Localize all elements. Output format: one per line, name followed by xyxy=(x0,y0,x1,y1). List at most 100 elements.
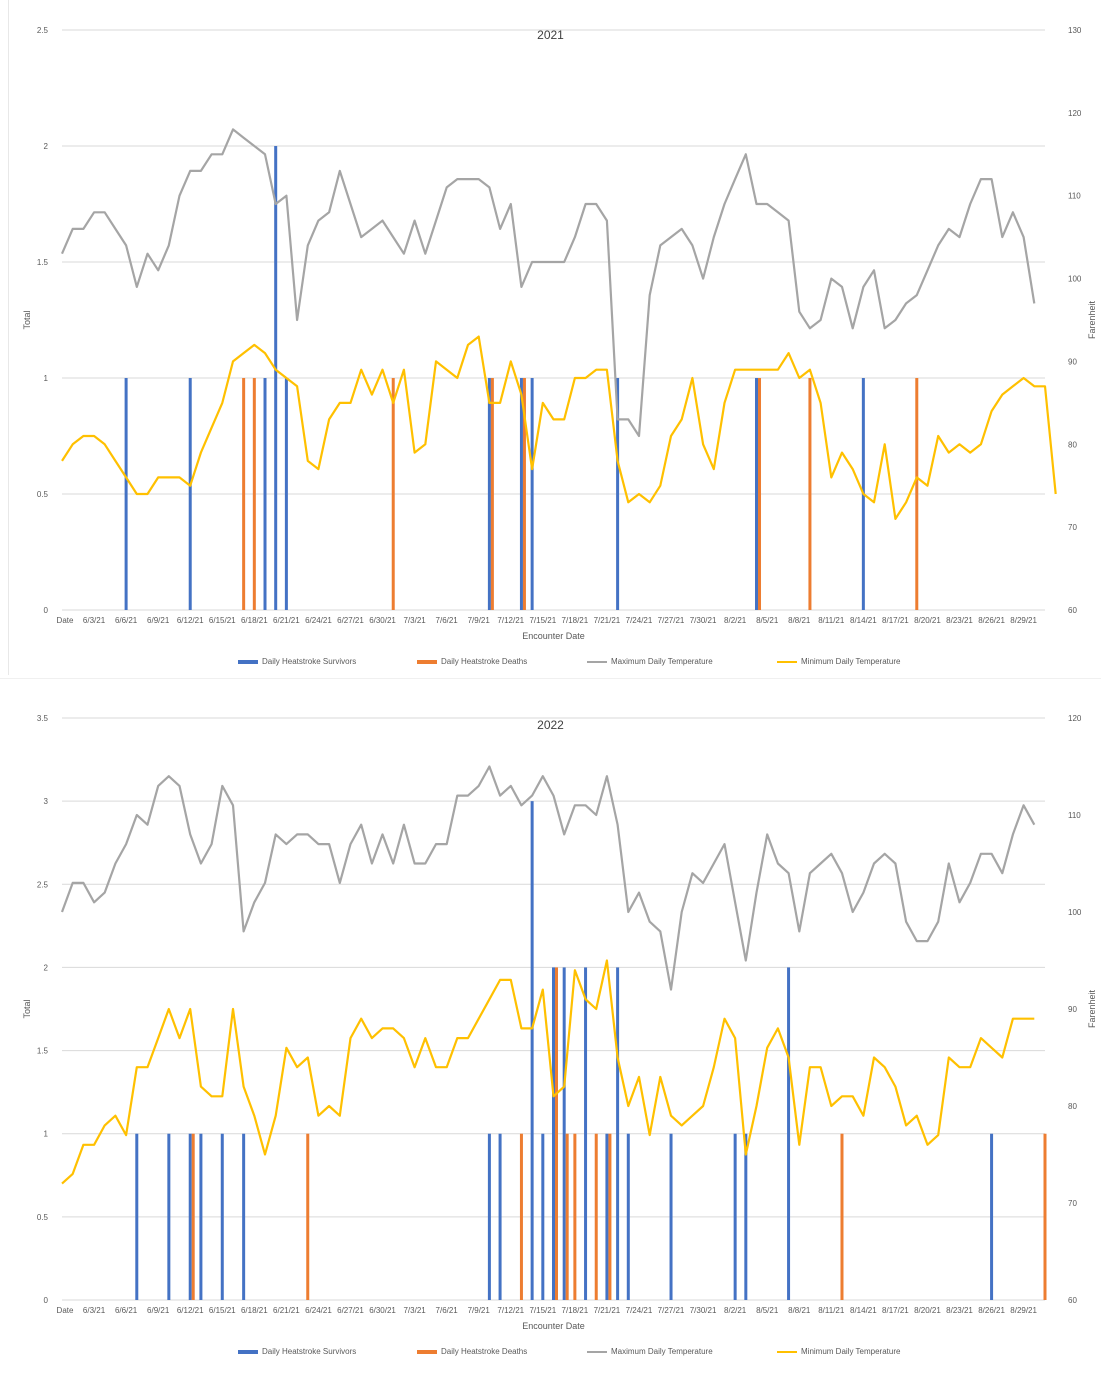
bar-survivors xyxy=(167,1133,171,1300)
x-tick-label: 7/3/21 xyxy=(403,616,426,625)
legend-label-survivors: Daily Heatstroke Survivors xyxy=(262,657,357,666)
x-tick-label: 8/2/21 xyxy=(724,616,747,625)
bar-survivors xyxy=(199,1133,203,1300)
legend-label-min-temp: Minimum Daily Temperature xyxy=(801,1347,901,1356)
y-tick-label: 1.5 xyxy=(37,1047,49,1056)
bar-deaths xyxy=(490,378,494,610)
legend-2021: Daily Heatstroke Survivors Daily Heatstr… xyxy=(0,657,1101,671)
legend-swatch-survivors xyxy=(238,1349,258,1354)
x-tick-label: 7/30/21 xyxy=(690,616,717,625)
bar-survivors xyxy=(188,378,192,610)
x-tick-label: 8/5/21 xyxy=(756,1306,779,1315)
x-tick-label: 6/15/21 xyxy=(209,1306,236,1315)
legend-item-min-temp: Minimum Daily Temperature xyxy=(777,1347,900,1356)
bar-survivors xyxy=(733,1133,737,1300)
bar-deaths xyxy=(573,1133,577,1300)
y-tick-label: 2.5 xyxy=(37,880,49,889)
x-tick-label: 6/12/21 xyxy=(177,1306,204,1315)
line-min-temperature xyxy=(61,959,1035,1185)
bar-survivors xyxy=(519,378,523,610)
x-tick-label: 7/24/21 xyxy=(626,1306,653,1315)
bar-deaths xyxy=(1043,1133,1047,1300)
bar-survivors xyxy=(562,967,566,1300)
x-tick-label: 8/20/21 xyxy=(914,1306,941,1315)
bar-survivors xyxy=(487,1133,491,1300)
y2-tick-label: 120 xyxy=(1068,109,1082,118)
x-tick-label: 8/26/21 xyxy=(978,616,1005,625)
legend-item-survivors: Daily Heatstroke Survivors xyxy=(238,1347,356,1356)
y2-tick-label: 80 xyxy=(1068,440,1077,449)
y2-axis-title: Farenheit xyxy=(1087,300,1097,339)
y-tick-label: 1.5 xyxy=(37,258,49,267)
x-tick-label: 8/11/21 xyxy=(818,616,845,625)
x-tick-label: 7/21/21 xyxy=(594,616,621,625)
legend-item-max-temp: Maximum Daily Temperature xyxy=(587,657,713,666)
bar-survivors xyxy=(744,1133,748,1300)
bar-survivors xyxy=(242,1133,246,1300)
x-tick-label: 8/17/21 xyxy=(882,616,909,625)
x-tick-label: 6/30/21 xyxy=(369,1306,396,1315)
x-tick-label: 6/3/21 xyxy=(83,616,106,625)
x-tick-label: 7/24/21 xyxy=(626,616,653,625)
x-tick-label: 7/30/21 xyxy=(690,1306,717,1315)
x-tick-label: 6/3/21 xyxy=(83,1306,106,1315)
bar-survivors xyxy=(498,1133,502,1300)
legend-item-deaths: Daily Heatstroke Deaths xyxy=(417,1347,527,1356)
legend-item-deaths: Daily Heatstroke Deaths xyxy=(417,657,527,666)
x-tick-label: 8/29/21 xyxy=(1010,616,1037,625)
y-tick-label: 2.5 xyxy=(37,26,49,35)
y2-tick-label: 110 xyxy=(1068,192,1081,201)
x-tick-label: 7/15/21 xyxy=(529,616,556,625)
x-tick-label: 7/27/21 xyxy=(658,1306,685,1315)
x-tick-label: 7/18/21 xyxy=(562,616,589,625)
chart-title-2021: 2021 xyxy=(537,28,564,42)
bar-survivors xyxy=(755,378,759,610)
y2-tick-label: 120 xyxy=(1068,714,1082,723)
legend-label-survivors: Daily Heatstroke Survivors xyxy=(262,1347,357,1356)
x-tick-label: 7/6/21 xyxy=(436,616,459,625)
bar-deaths xyxy=(522,378,526,610)
x-tick-label: Date xyxy=(57,1306,74,1315)
bar-survivors xyxy=(616,378,620,610)
bar-deaths xyxy=(808,378,812,610)
x-tick-label: 6/18/21 xyxy=(241,616,268,625)
y-tick-label: 0 xyxy=(44,1296,49,1305)
bar-survivors xyxy=(626,1133,630,1300)
x-tick-label: 7/6/21 xyxy=(436,1306,459,1315)
x-tick-label: 8/23/21 xyxy=(946,616,973,625)
legend-label-max-temp: Maximum Daily Temperature xyxy=(611,657,713,666)
legend-label-deaths: Daily Heatstroke Deaths xyxy=(441,657,528,666)
legend-swatch-survivors xyxy=(238,659,258,664)
y-tick-label: 2 xyxy=(44,963,49,972)
y2-tick-label: 100 xyxy=(1068,908,1082,917)
bar-survivors xyxy=(990,1133,994,1300)
bar-deaths xyxy=(758,378,762,610)
bar-deaths xyxy=(242,378,246,610)
y-axis-title: Total xyxy=(22,310,32,329)
panel-divider xyxy=(0,678,1101,679)
x-tick-label: 8/26/21 xyxy=(978,1306,1005,1315)
x-tick-label: 8/8/21 xyxy=(788,616,811,625)
legend-item-min-temp: Minimum Daily Temperature xyxy=(777,657,900,666)
bar-survivors xyxy=(787,967,791,1300)
x-tick-label: 7/27/21 xyxy=(658,616,685,625)
x-tick-label: 6/9/21 xyxy=(147,1306,170,1315)
x-tick-label: Date xyxy=(57,616,74,625)
bar-deaths xyxy=(191,1133,195,1300)
legend-label-max-temp: Maximum Daily Temperature xyxy=(611,1347,713,1356)
bar-survivors xyxy=(584,967,588,1300)
x-tick-label: 8/8/21 xyxy=(788,1306,811,1315)
line-max-temperature xyxy=(60,128,1036,438)
y2-tick-label: 70 xyxy=(1068,1199,1077,1208)
bar-survivors xyxy=(263,378,267,610)
chart-2022: 0 0.5 1 1.5 2 2.5 3 3.5 60 70 80 90 100 110 120 Date 6/3… xyxy=(22,714,1097,1331)
x-tick-label: 6/21/21 xyxy=(273,616,300,625)
chart-2021: 0 0.5 1 1.5 2 2.5 60 70 80 90 100 110 120 130 Date 6/3/… xyxy=(22,26,1097,641)
x-tick-label: 6/30/21 xyxy=(369,616,396,625)
panel-left-edge-line xyxy=(8,0,9,675)
x-axis-title: Encounter Date xyxy=(522,631,585,641)
bar-deaths xyxy=(594,1133,598,1300)
x-tick-label: 7/18/21 xyxy=(562,1306,589,1315)
x-tick-label: 7/9/21 xyxy=(468,1306,491,1315)
x-tick-label: 8/14/21 xyxy=(850,1306,877,1315)
